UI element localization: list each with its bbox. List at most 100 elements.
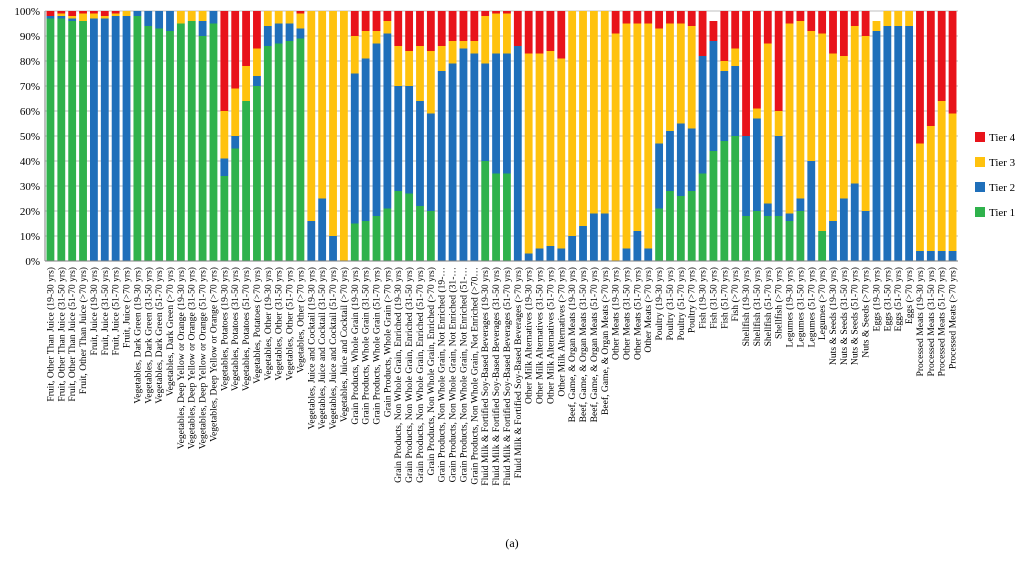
- x-tick-label: Processed Meats (>70 yrs): [948, 267, 959, 369]
- bar-segment-tier-2: [198, 21, 207, 36]
- x-tick-label: Vegetables, Other (31-50 yrs): [274, 267, 285, 381]
- bar-segment-tier-4: [622, 11, 631, 24]
- bar-segment-tier-3: [557, 58, 566, 249]
- bar-segment-tier-4: [861, 11, 870, 36]
- bar-segment-tier-4: [742, 11, 750, 136]
- x-tick-label: Processed Meats (31-50 yrs): [926, 267, 937, 377]
- bar-segment-tier-2: [307, 221, 316, 261]
- bar-segment-tier-2: [68, 18, 77, 21]
- bar-segment-tier-3: [861, 36, 870, 211]
- bar-segment-tier-2: [57, 16, 66, 19]
- bar-segment-tier-3: [916, 143, 924, 251]
- bar-segment-tier-4: [492, 11, 500, 14]
- x-tick-label: Vegetables, Potatoes (31-50 yrs): [230, 267, 241, 391]
- bar-segment-tier-2: [448, 63, 457, 261]
- bar-segment-tier-4: [655, 11, 664, 29]
- bar-segment-tier-2: [459, 48, 468, 261]
- bar-segment-tier-1: [383, 208, 392, 261]
- bar-segment-tier-3: [274, 11, 283, 24]
- bar-segment-tier-2: [905, 26, 914, 261]
- bar-segment-tier-3: [905, 11, 914, 26]
- bar-segment-tier-4: [405, 11, 414, 51]
- bar-segment-tier-2: [166, 11, 174, 31]
- x-tick-label: Vegetables, Deep Yellow or Orange (19-30…: [176, 267, 187, 449]
- bar-segment-tier-1: [187, 21, 196, 261]
- bar-segment-tier-2: [285, 23, 294, 41]
- bar-segment-tier-4: [89, 11, 98, 14]
- bar-segment-tier-1: [503, 173, 511, 261]
- bar-segment-tier-4: [416, 11, 424, 46]
- bar-segment-tier-1: [144, 26, 153, 261]
- bar-segment-tier-3: [644, 23, 653, 249]
- bar-segment-tier-2: [883, 26, 892, 261]
- bar-segment-tier-2: [622, 248, 631, 261]
- x-tick-label: Grain Products, Whole Grain (>70 yrs): [382, 267, 393, 417]
- bar-segment-tier-4: [46, 11, 55, 16]
- bar-segment-tier-4: [253, 11, 261, 49]
- bar-segment-tier-4: [731, 11, 740, 49]
- bar-segment-tier-2: [937, 251, 946, 261]
- bar-segment-tier-2: [546, 246, 555, 261]
- x-tick-label: Grain Products, Non Whole Grain, Enriche…: [404, 267, 415, 483]
- legend-label: Tier 3: [989, 157, 1016, 169]
- x-tick-label: Poultry (31-50 yrs): [665, 267, 676, 341]
- x-tick-label: Fruit, Juice (19-30 yrs): [89, 267, 100, 355]
- bar-segment-tier-1: [296, 38, 305, 261]
- x-tick-label: Nuts & Seeds (51-70 yrs): [850, 267, 861, 365]
- bar-segment-tier-2: [600, 213, 609, 261]
- x-tick-label: Fluid Milk & Fortified Soy-Based Beverag…: [502, 267, 513, 486]
- bar-segment-tier-1: [763, 216, 772, 261]
- bar-segment-tier-3: [426, 51, 435, 114]
- bar-segment-tier-2: [774, 136, 783, 216]
- bar-segment-tier-2: [666, 131, 674, 191]
- bar-segment-tier-3: [416, 46, 424, 101]
- bar-segment-tier-4: [839, 11, 848, 56]
- bar-segment-tier-2: [503, 53, 511, 174]
- x-tick-label: Fruit, Juice (31-50 yrs): [100, 267, 111, 355]
- bar-segment-tier-4: [437, 11, 446, 46]
- bar-segment-tier-4: [100, 11, 109, 16]
- bar-segment-tier-1: [405, 193, 414, 261]
- bar-segment-tier-1: [394, 191, 403, 261]
- bar-segment-tier-4: [763, 11, 772, 44]
- bar-segment-tier-3: [503, 13, 511, 54]
- figure-caption: (a): [505, 536, 519, 550]
- bar-segment-tier-3: [339, 11, 348, 261]
- bar-segment-tier-4: [68, 11, 77, 16]
- x-tick-label: Poultry (19-30 yrs): [654, 267, 665, 341]
- x-tick-label: Nuts & Seeds (19-30 yrs): [828, 267, 839, 365]
- bar-segment-tier-2: [872, 31, 881, 261]
- bar-segment-tier-3: [318, 11, 327, 199]
- x-tick-label: Vegetables, Potatoes (51-70 yrs): [241, 267, 252, 391]
- bar-segment-tier-4: [79, 11, 87, 14]
- bar-segment-tier-1: [220, 176, 229, 261]
- x-tick-label: Other Milk Alternatives (31-50 yrs): [535, 267, 546, 404]
- bar-segment-tier-1: [655, 208, 664, 261]
- x-tick-label: Fruit, Juice (>70 yrs): [122, 267, 133, 348]
- x-tick-label: Vegetables, Deep Yellow or Orange (31-50…: [187, 267, 198, 449]
- bar-segment-tier-2: [372, 43, 381, 216]
- bar-segment-tier-4: [372, 11, 381, 31]
- bar-segment-tier-3: [883, 11, 892, 26]
- x-tick-label: Grain Products, Non Whole Grain, Enriche…: [426, 267, 437, 476]
- bar-segment-tier-2: [253, 76, 261, 86]
- bar-segment-tier-3: [622, 23, 631, 249]
- bar-segment-tier-3: [589, 11, 598, 214]
- bar-segment-tier-3: [839, 56, 848, 199]
- bar-segment-tier-4: [361, 11, 370, 31]
- bar-segment-tier-4: [57, 11, 66, 14]
- x-tick-label: Shellfish (51-70 yrs): [763, 267, 774, 346]
- x-tick-label: Nuts & Seeds (31-50 yrs): [839, 267, 850, 365]
- legend-swatch: [975, 207, 985, 217]
- bar-segment-tier-4: [448, 11, 457, 41]
- bar-segment-tier-4: [459, 11, 468, 41]
- bar-segment-tier-3: [68, 16, 77, 19]
- y-tick-label: 10%: [20, 231, 40, 243]
- bar-segment-tier-2: [296, 28, 305, 39]
- bar-segment-tier-1: [68, 21, 77, 261]
- bar-segment-tier-3: [763, 43, 772, 204]
- bar-segment-tier-3: [100, 16, 109, 19]
- bar-segment-tier-1: [687, 191, 696, 261]
- bar-segment-tier-4: [774, 11, 783, 111]
- bar-segment-tier-2: [122, 16, 131, 261]
